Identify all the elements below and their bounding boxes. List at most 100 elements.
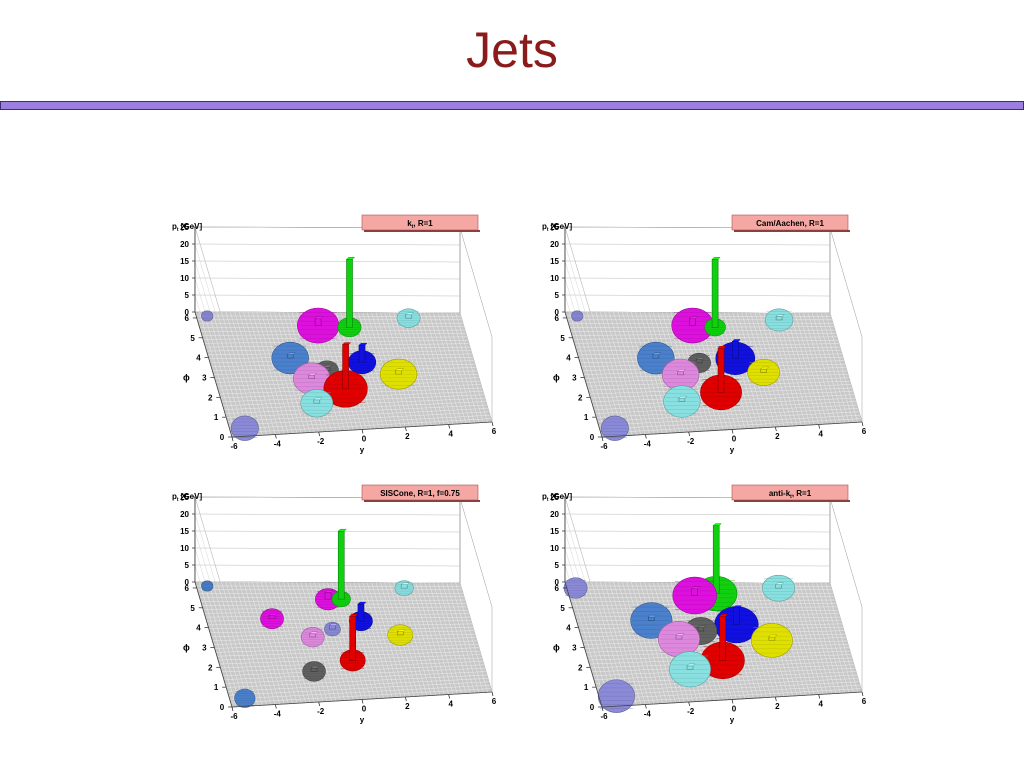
title-rule (0, 101, 1024, 110)
x-axis-label: y (360, 716, 365, 725)
jet-area (663, 385, 701, 418)
pt-axis-label: pt [GeV] (542, 222, 572, 233)
phi-tick-label: 1 (584, 683, 589, 692)
x-axis-label: y (730, 446, 735, 455)
x-axis-label: y (360, 446, 365, 455)
x-tick-label: 6 (492, 697, 497, 706)
pt-tick-label: 0 (185, 308, 190, 317)
phi-axis-label: ϕ (183, 372, 190, 382)
pt-tick-label: 25 (550, 223, 559, 232)
plot-title: anti-kt, R=1 (769, 489, 812, 500)
jet-area (597, 679, 635, 713)
phi-tick-label: 3 (202, 373, 207, 382)
x-tick-label: 0 (362, 435, 367, 444)
x-tick-label: -4 (274, 710, 282, 719)
phi-tick-label: 6 (185, 314, 190, 323)
jet-area (700, 614, 745, 680)
jet-area (672, 576, 718, 615)
jet-area (704, 257, 726, 337)
phi-tick-label: 6 (555, 314, 560, 323)
pt-axis-ticks: 0 5 10 15 20 25 (550, 223, 565, 317)
pt-tick-label: 5 (555, 561, 560, 570)
phi-axis-ticks: 0 1 2 3 4 5 6 (185, 314, 232, 442)
jet-area (339, 614, 366, 672)
jet-area (600, 415, 629, 441)
plot-walls (194, 226, 493, 438)
phi-tick-label: 3 (572, 643, 577, 652)
phi-tick-label: 4 (566, 624, 571, 633)
jet-area (396, 308, 421, 328)
jet-area (669, 651, 711, 688)
x-tick-label: -6 (230, 442, 238, 451)
jet-area (300, 389, 334, 418)
pt-tick-label: 5 (185, 561, 190, 570)
pt-tick-label: 0 (555, 578, 560, 587)
jet-area (657, 621, 700, 658)
jet-area (571, 310, 584, 322)
pt-axis-ticks: 0 5 10 15 20 25 (550, 493, 565, 587)
jet-area (331, 528, 351, 608)
phi-axis-ticks: 0 1 2 3 4 5 6 (555, 314, 602, 442)
jet-areas (571, 257, 794, 441)
plot-title: kt, R=1 (407, 219, 433, 230)
x-tick-label: 6 (862, 697, 867, 706)
pt-tick-label: 5 (555, 291, 560, 300)
jet-plot-siscone: -6 -4 -2 0 2 4 6 y 0 1 2 3 4 5 6 ϕ 0 5 10 15 20 25 pt [GeV] SIS… (170, 484, 500, 735)
x-tick-label: 4 (448, 700, 453, 709)
jet-plot-kt: -6 -4 -2 0 2 4 6 y 0 1 2 3 4 5 6 ϕ 0 5 10 15 20 25 pt [GeV] kt,… (170, 214, 500, 465)
x-tick-label: 0 (362, 705, 367, 714)
x-tick-label: -6 (600, 712, 608, 721)
pt-tick-label: 20 (180, 510, 189, 519)
phi-tick-label: 1 (584, 413, 589, 422)
x-tick-label: 6 (862, 427, 867, 436)
pt-tick-label: 15 (550, 527, 559, 536)
jet-plot-anti-kt: -6 -4 -2 0 2 4 6 y 0 1 2 3 4 5 6 ϕ 0 5 10 15 20 25 pt [GeV] ant… (540, 484, 870, 735)
plot-title-box: anti-kt, R=1 (731, 484, 850, 502)
jet-area (563, 577, 588, 599)
pt-axis-label: pt [GeV] (542, 492, 572, 503)
phi-tick-label: 0 (220, 703, 225, 712)
pt-tick-label: 10 (180, 544, 189, 553)
jet-area (661, 358, 700, 391)
jet-areas (563, 523, 796, 713)
phi-axis-ticks: 0 1 2 3 4 5 6 (185, 584, 232, 712)
jet-area (337, 257, 362, 338)
pt-axis-ticks: 0 5 10 15 20 25 (180, 223, 195, 317)
jet-plot-cam-aachen: -6 -4 -2 0 2 4 6 y 0 1 2 3 4 5 6 ϕ 0 5 10 15 20 25 pt [GeV] Cam… (540, 214, 870, 465)
plot-title: Cam/Aachen, R=1 (756, 219, 824, 228)
jet-area (201, 310, 214, 322)
x-tick-label: 4 (818, 430, 823, 439)
x-tick-label: 0 (732, 435, 737, 444)
phi-tick-label: 0 (590, 703, 595, 712)
x-tick-label: -6 (600, 442, 608, 451)
phi-tick-label: 1 (214, 683, 219, 692)
pt-tick-label: 25 (550, 493, 559, 502)
jet-area (684, 617, 718, 645)
jet-area (387, 624, 414, 646)
x-axis-ticks: -6 -4 -2 0 2 4 6 (600, 691, 867, 721)
jet-area (302, 661, 326, 682)
jet-area (323, 342, 368, 408)
pt-tick-label: 25 (180, 223, 189, 232)
x-tick-label: -4 (644, 710, 652, 719)
jet-area (201, 580, 214, 592)
jet-area (750, 623, 793, 658)
jet-area (762, 574, 796, 602)
phi-tick-label: 4 (196, 354, 201, 363)
jet-area (296, 307, 340, 344)
pt-tick-label: 10 (180, 274, 189, 283)
plot-title: SISCone, R=1, f=0.75 (380, 489, 460, 498)
pt-tick-label: 10 (550, 544, 559, 553)
x-tick-label: 6 (492, 427, 497, 436)
jet-area (324, 621, 341, 637)
slide-title: Jets (466, 22, 558, 78)
phi-tick-label: 1 (214, 413, 219, 422)
x-axis-ticks: -6 -4 -2 0 2 4 6 (230, 691, 497, 721)
phi-tick-label: 2 (578, 663, 583, 672)
phi-tick-label: 4 (566, 354, 571, 363)
phi-tick-label: 5 (560, 604, 565, 613)
phi-tick-label: 5 (190, 334, 195, 343)
